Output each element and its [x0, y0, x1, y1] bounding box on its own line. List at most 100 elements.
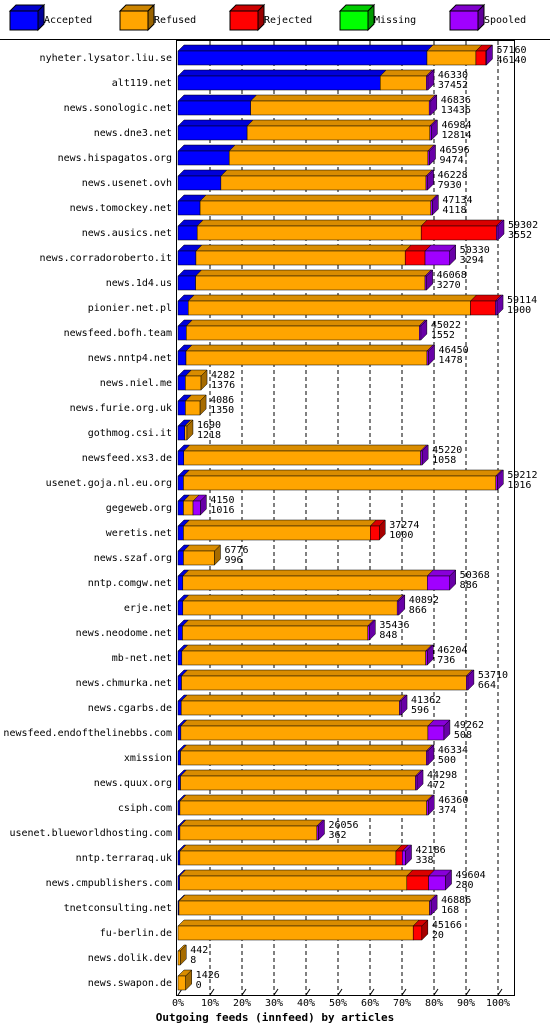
value-label: 4150: [210, 495, 234, 506]
bar-side: [427, 169, 434, 191]
value-label: 46450: [439, 345, 469, 356]
y-tick-label: nntp.comgw.net: [88, 578, 172, 589]
value-label: 49604: [456, 870, 486, 881]
value-label: 41362: [411, 695, 441, 706]
bar: [184, 425, 188, 441]
bar: [179, 800, 427, 816]
bar: [250, 100, 430, 116]
value-label: 1016: [507, 480, 531, 491]
legend-swatch: [229, 10, 259, 31]
value-label: 1478: [439, 355, 463, 366]
bar-side: [179, 944, 187, 966]
x-tick-label: 100%: [486, 998, 510, 1009]
y-tick-label: news.niel.me: [100, 378, 172, 389]
value-label: 35436: [379, 620, 409, 631]
bar: [183, 550, 215, 566]
bar-top: [195, 244, 412, 252]
bar: [420, 225, 497, 241]
value-label: 1552: [431, 330, 455, 341]
tick-mark: [497, 988, 503, 996]
bar: [177, 775, 181, 791]
bar: [475, 50, 487, 66]
bar: [177, 300, 189, 316]
bar-side: [431, 119, 438, 141]
bar: [177, 175, 222, 191]
bar: [177, 225, 198, 241]
legend-label: Rejected: [264, 15, 312, 26]
value-label: 50330: [460, 245, 490, 256]
bar-top: [228, 144, 435, 152]
bar-side: [427, 69, 435, 91]
y-tick-label: fu-berlin.de: [100, 928, 172, 939]
plot-frame: [176, 40, 515, 996]
value-label: 59114: [507, 295, 537, 306]
bar-side: [398, 594, 406, 616]
bar-side: [200, 494, 207, 516]
y-tick-label: gegeweb.org: [106, 503, 172, 514]
bar-top: [177, 119, 254, 127]
value-label: 1218: [197, 430, 221, 441]
value-label: 1058: [432, 455, 456, 466]
chart-title: Outgoing feeds (innfeed) by articles: [156, 1011, 394, 1024]
bar-top: [177, 94, 258, 102]
y-tick-label: mb-net.net: [112, 653, 172, 664]
value-label: 45022: [431, 320, 461, 331]
bar: [177, 75, 381, 91]
value-label: 442: [190, 945, 208, 956]
value-label: 4282: [211, 370, 235, 381]
bar: [177, 700, 182, 716]
bar: [177, 800, 181, 816]
bar-top: [181, 644, 433, 652]
bar-side: [497, 469, 504, 491]
bar: [183, 500, 194, 516]
bar: [177, 100, 251, 116]
bar: [180, 725, 429, 741]
bar-top: [177, 919, 420, 927]
value-label: 40892: [409, 595, 439, 606]
bar: [179, 850, 397, 866]
bar-top: [183, 444, 428, 452]
value-label: 46596: [440, 145, 470, 156]
value-label: 9474: [440, 155, 464, 166]
bar-side: [400, 694, 408, 716]
bar: [177, 375, 186, 391]
legend-swatch: [9, 10, 39, 31]
tick-mark: [401, 988, 407, 996]
bar: [185, 400, 201, 416]
bar: [181, 650, 426, 666]
x-tick-label: 30%: [265, 998, 283, 1009]
bar: [424, 250, 450, 266]
bar: [186, 325, 420, 341]
bar: [187, 300, 471, 316]
x-tick-label: 60%: [361, 998, 379, 1009]
bar: [177, 650, 183, 666]
legend-swatch: [119, 10, 149, 31]
bar: [370, 525, 380, 541]
x-tick-label: 50%: [329, 998, 347, 1009]
bar: [177, 850, 181, 866]
bar: [177, 675, 182, 691]
y-tick-label: news.dolik.dev: [88, 953, 172, 964]
bar: [177, 575, 184, 591]
bar: [192, 500, 201, 516]
value-label: 3552: [508, 230, 532, 241]
bar-side: [443, 719, 451, 741]
value-label: 46984: [441, 120, 471, 131]
bar-top: [182, 469, 503, 477]
value-label: 59212: [507, 470, 537, 481]
y-tick-label: news.chmurka.net: [76, 678, 172, 689]
bar-side: [428, 344, 435, 366]
value-label: 46140: [496, 55, 526, 66]
bar: [180, 775, 416, 791]
value-label: 50368: [460, 570, 490, 581]
y-tick-label: xmission: [124, 753, 172, 764]
bar: [177, 450, 185, 466]
x-tick-label: 0%: [172, 998, 184, 1009]
bar-side: [379, 519, 386, 541]
y-tick-label: usenet.blueworldhosting.com: [9, 828, 172, 839]
bar-side: [214, 544, 221, 566]
legend-swatch: [339, 10, 369, 31]
y-tick-label: newsfeed.xs3.de: [82, 453, 172, 464]
y-tick-label: news.swapon.de: [88, 978, 172, 989]
value-label: 37452: [438, 80, 468, 91]
